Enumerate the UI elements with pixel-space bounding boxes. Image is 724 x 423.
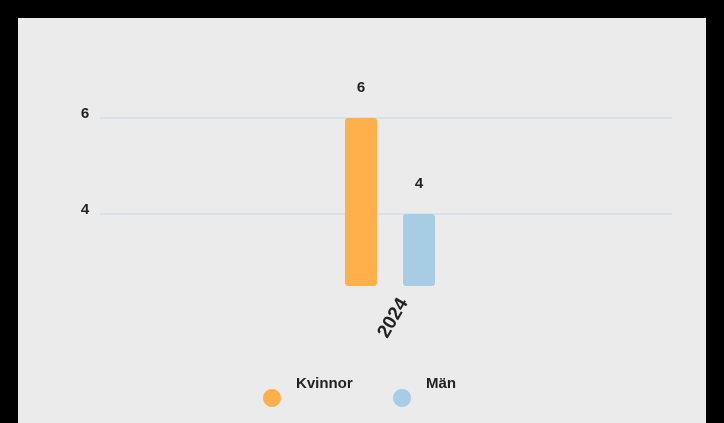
- bar: [345, 118, 377, 286]
- legend-marker: [263, 389, 281, 407]
- y-tick-label: 6: [81, 105, 89, 122]
- legend-label: Kvinnor: [296, 375, 353, 392]
- legend-label: Män: [426, 375, 456, 392]
- value-label: 4: [415, 175, 424, 192]
- legend-marker: [393, 389, 411, 407]
- bar: [403, 214, 435, 286]
- value-label: 6: [357, 79, 365, 96]
- y-tick-label: 4: [81, 201, 90, 218]
